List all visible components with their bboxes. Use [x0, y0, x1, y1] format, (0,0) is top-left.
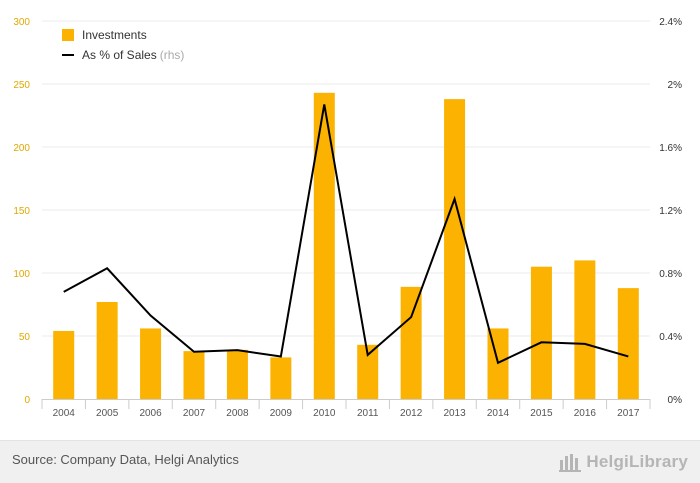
legend-item-percent-of-sales[interactable]: As % of Sales (rhs) [62, 45, 184, 65]
x-tick-label: 2015 [530, 408, 553, 419]
line-point-2009[interactable] [278, 354, 283, 359]
percent-of-sales-polyline[interactable] [63, 104, 629, 365]
bar-2017[interactable] [617, 288, 639, 399]
line-point-2004[interactable] [61, 289, 66, 294]
x-tick-label: 2007 [183, 408, 206, 419]
percent-of-sales-line [61, 102, 631, 365]
bar-2004[interactable] [53, 330, 75, 399]
right-y-tick-label: 1.6% [659, 143, 682, 154]
bar-2009[interactable] [270, 357, 292, 399]
line-point-2010[interactable] [322, 102, 327, 107]
right-y-tick-label: 0% [668, 395, 683, 406]
bar-2013[interactable] [444, 99, 466, 400]
helgi-building-icon [559, 454, 582, 472]
x-tick-label: 2014 [487, 408, 510, 419]
legend-label-percent-of-sales: As % of Sales [82, 48, 157, 62]
helgi-library-logo[interactable]: HelgiLibrary [559, 450, 688, 474]
source-note: Source: Company Data, Helgi Analytics [12, 452, 239, 467]
bar-2015[interactable] [530, 266, 552, 399]
bar-2008[interactable] [226, 349, 248, 399]
x-tick-label: 2008 [226, 408, 249, 419]
left-y-tick-label: 0 [24, 395, 30, 406]
bar-2006[interactable] [140, 328, 162, 399]
x-tick-label: 2004 [53, 408, 76, 419]
x-tick-label: 2009 [270, 408, 293, 419]
x-tick-label: 2011 [357, 408, 379, 419]
grid-lines [42, 20, 650, 337]
footer: Source: Company Data, Helgi Analytics He… [0, 440, 700, 483]
x-tick-label: 2006 [139, 408, 162, 419]
left-y-tick-label: 300 [13, 17, 30, 28]
line-point-2013[interactable] [452, 196, 457, 201]
right-y-tick-label: 1.2% [659, 206, 682, 217]
bar-2010[interactable] [313, 92, 335, 399]
line-point-2007[interactable] [192, 349, 197, 354]
legend: Investments As % of Sales (rhs) [62, 25, 184, 65]
bar-2012[interactable] [400, 286, 422, 399]
legend-line-swatch [62, 54, 74, 56]
line-point-2005[interactable] [105, 266, 110, 271]
left-y-tick-label: 200 [13, 143, 30, 154]
legend-label-investments: Investments [82, 28, 147, 42]
line-point-2015[interactable] [539, 340, 544, 345]
investments-bars [53, 92, 639, 400]
line-point-2012[interactable] [409, 315, 414, 320]
line-point-2016[interactable] [582, 341, 587, 346]
left-y-tick-label: 50 [19, 332, 31, 343]
legend-item-investments[interactable]: Investments [62, 25, 184, 45]
x-tick-label: 2005 [96, 408, 119, 419]
left-y-tick-label: 250 [13, 80, 30, 91]
axes: 0 0% 50 0.4% 100 0.8% 150 1.2% 200 1.6% 250 2% 300 2.… [13, 17, 682, 419]
bar-2011[interactable] [357, 344, 379, 399]
bar-2016[interactable] [574, 260, 596, 399]
legend-rhs-suffix: (rhs) [159, 48, 185, 62]
line-point-2014[interactable] [496, 360, 501, 365]
line-point-2011[interactable] [365, 352, 370, 357]
left-y-tick-label: 150 [13, 206, 30, 217]
x-tick-label: 2017 [617, 408, 640, 419]
x-tick-label: 2013 [443, 408, 466, 419]
right-y-tick-label: 2.4% [659, 17, 682, 28]
logo-text: HelgiLibrary [586, 452, 688, 471]
left-y-tick-label: 100 [13, 269, 30, 280]
combo-chart: 0 0% 50 0.4% 100 0.8% 150 1.2% 200 1.6% 250 2% 300 2.… [13, 17, 682, 419]
line-point-2006[interactable] [148, 313, 153, 318]
x-tick-label: 2016 [574, 408, 597, 419]
x-tick-label: 2010 [313, 408, 336, 419]
bar-2007[interactable] [183, 351, 205, 399]
right-y-tick-label: 2% [668, 80, 683, 91]
right-y-tick-label: 0.4% [659, 332, 682, 343]
legend-bar-swatch [62, 29, 74, 41]
x-tick-label: 2012 [400, 408, 423, 419]
line-point-2017[interactable] [626, 354, 631, 359]
right-y-tick-label: 0.8% [659, 269, 682, 280]
bar-2005[interactable] [96, 301, 118, 399]
line-point-2008[interactable] [235, 348, 240, 353]
